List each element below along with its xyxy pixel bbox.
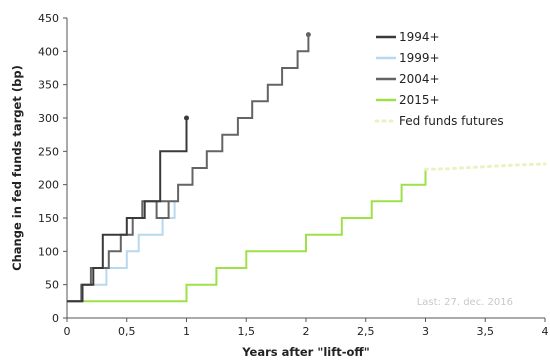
y-tick-label: 350 xyxy=(38,79,59,92)
y-tick-label: 200 xyxy=(38,179,59,192)
x-tick-label: 3,5 xyxy=(477,325,495,338)
series-line-1994 xyxy=(67,118,188,303)
x-tick-label: 1 xyxy=(183,325,190,338)
legend-label: 2004+ xyxy=(399,72,440,86)
x-tick-label: 1,5 xyxy=(238,325,256,338)
legend-label: 1999+ xyxy=(399,51,440,65)
series-line-2004 xyxy=(67,34,310,303)
last-date-note: Last: 27. dec. 2016 xyxy=(417,297,513,308)
legend-label: 2015+ xyxy=(399,93,440,107)
y-tick-label: 300 xyxy=(38,112,59,125)
x-ticks: 0 0,5 1 1,5 2 2,5 3 3,5 4 xyxy=(64,318,549,338)
y-tick-label: 450 xyxy=(38,12,59,25)
series-line-2015 xyxy=(67,168,427,303)
y-ticks: 0 50 100 150 200 250 300 350 400 450 xyxy=(38,12,67,325)
x-tick-label: 4 xyxy=(542,325,549,338)
x-axis-title: Years after "lift-off" xyxy=(241,345,369,359)
x-tick-label: 2 xyxy=(303,325,310,338)
series-line-fed-funds-futures xyxy=(424,162,547,171)
y-tick-label: 150 xyxy=(38,212,59,225)
series-end-marker xyxy=(305,32,311,38)
y-tick-label: 0 xyxy=(52,312,59,325)
legend-label: Fed funds futures xyxy=(399,114,504,128)
y-tick-label: 100 xyxy=(38,245,59,258)
y-tick-label: 250 xyxy=(38,145,59,158)
legend: 1994+ 1999+ 2004+ 2015+ Fed funds futures xyxy=(374,30,504,128)
y-axis-title: Change in fed funds target (bp) xyxy=(10,65,24,271)
series-end-marker xyxy=(184,115,189,121)
legend-label: 1994+ xyxy=(399,30,440,44)
series-layer xyxy=(67,32,547,303)
x-tick-label: 3 xyxy=(422,325,429,338)
x-tick-label: 0 xyxy=(64,325,71,338)
y-tick-label: 400 xyxy=(38,45,59,58)
x-tick-label: 2,5 xyxy=(357,325,375,338)
x-tick-label: 0,5 xyxy=(118,325,136,338)
y-tick-label: 50 xyxy=(45,279,59,292)
